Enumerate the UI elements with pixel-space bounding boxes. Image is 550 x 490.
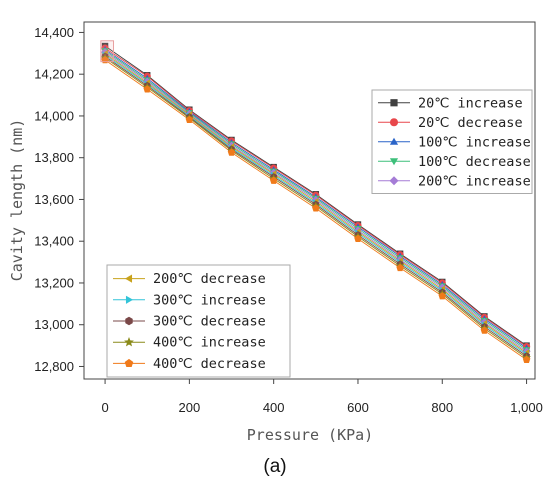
y-tick-label: 14,000	[34, 108, 74, 123]
legend-marker	[124, 337, 134, 347]
data-point	[480, 326, 489, 334]
legend-upper-right: 20℃ increase 20℃ decrease 100℃ increase 100…	[371, 89, 533, 194]
legend-marker	[124, 274, 133, 283]
legend-label: 400℃ increase	[153, 335, 266, 351]
data-point	[522, 355, 531, 364]
legend-label: 400℃ decrease	[153, 356, 266, 372]
y-tick-label: 13,400	[34, 234, 74, 249]
legend-lower-left: 200℃ decrease 300℃ increase 300℃ decrease 4…	[106, 264, 291, 378]
legend-marker	[124, 358, 134, 368]
data-point	[227, 148, 236, 156]
legend-label: 200℃ increase	[418, 173, 531, 189]
x-tick-label: 200	[179, 400, 201, 415]
highlight-box	[100, 40, 115, 63]
x-tick-label: 1,000	[510, 400, 543, 415]
data-point	[438, 292, 447, 300]
legend-label: 20℃ increase	[418, 95, 523, 111]
y-axis-ticks: 12,800 13,000 13,200 13,400 13,600 13,800 14,0…	[34, 25, 84, 374]
legend-label: 300℃ decrease	[153, 314, 266, 330]
y-tick-label: 13,000	[34, 317, 74, 332]
legend-label: 100℃ decrease	[418, 154, 531, 170]
legend-label: 300℃ increase	[153, 292, 266, 308]
legend-marker	[389, 118, 399, 127]
data-point	[185, 115, 194, 123]
y-tick-label: 14,200	[34, 67, 74, 82]
series-markers	[100, 42, 531, 364]
data-point	[143, 85, 152, 93]
legend-marker	[389, 158, 399, 166]
legend-marker	[389, 137, 399, 145]
legend-marker	[390, 99, 398, 107]
data-point	[312, 204, 320, 212]
x-axis-ticks: 0 200 400 600 800 1,000	[101, 379, 543, 415]
x-tick-label: 800	[431, 400, 453, 415]
x-tick-label: 600	[347, 400, 369, 415]
y-axis-label: Cavity length (nm)	[8, 119, 26, 282]
y-tick-label: 13,600	[34, 192, 74, 207]
legend-label: 100℃ increase	[418, 134, 531, 150]
legend-label: 200℃ decrease	[153, 271, 266, 287]
figure-caption: (a)	[263, 456, 286, 477]
plot-frame	[83, 21, 536, 380]
data-point	[269, 176, 278, 184]
data-point	[396, 263, 404, 272]
y-tick-label: 14,400	[34, 25, 74, 40]
x-tick-label: 0	[101, 400, 108, 415]
legend-marker	[389, 176, 399, 186]
legend-marker	[125, 295, 134, 304]
legend-label: 20℃ decrease	[418, 115, 523, 131]
y-tick-label: 13,200	[34, 275, 74, 290]
y-tick-label: 12,800	[34, 359, 74, 374]
legend-marker	[125, 316, 133, 326]
x-axis-label: Pressure (KPa)	[247, 426, 373, 444]
x-tick-label: 400	[263, 400, 285, 415]
data-point	[354, 234, 362, 242]
y-tick-label: 13,800	[34, 150, 74, 165]
